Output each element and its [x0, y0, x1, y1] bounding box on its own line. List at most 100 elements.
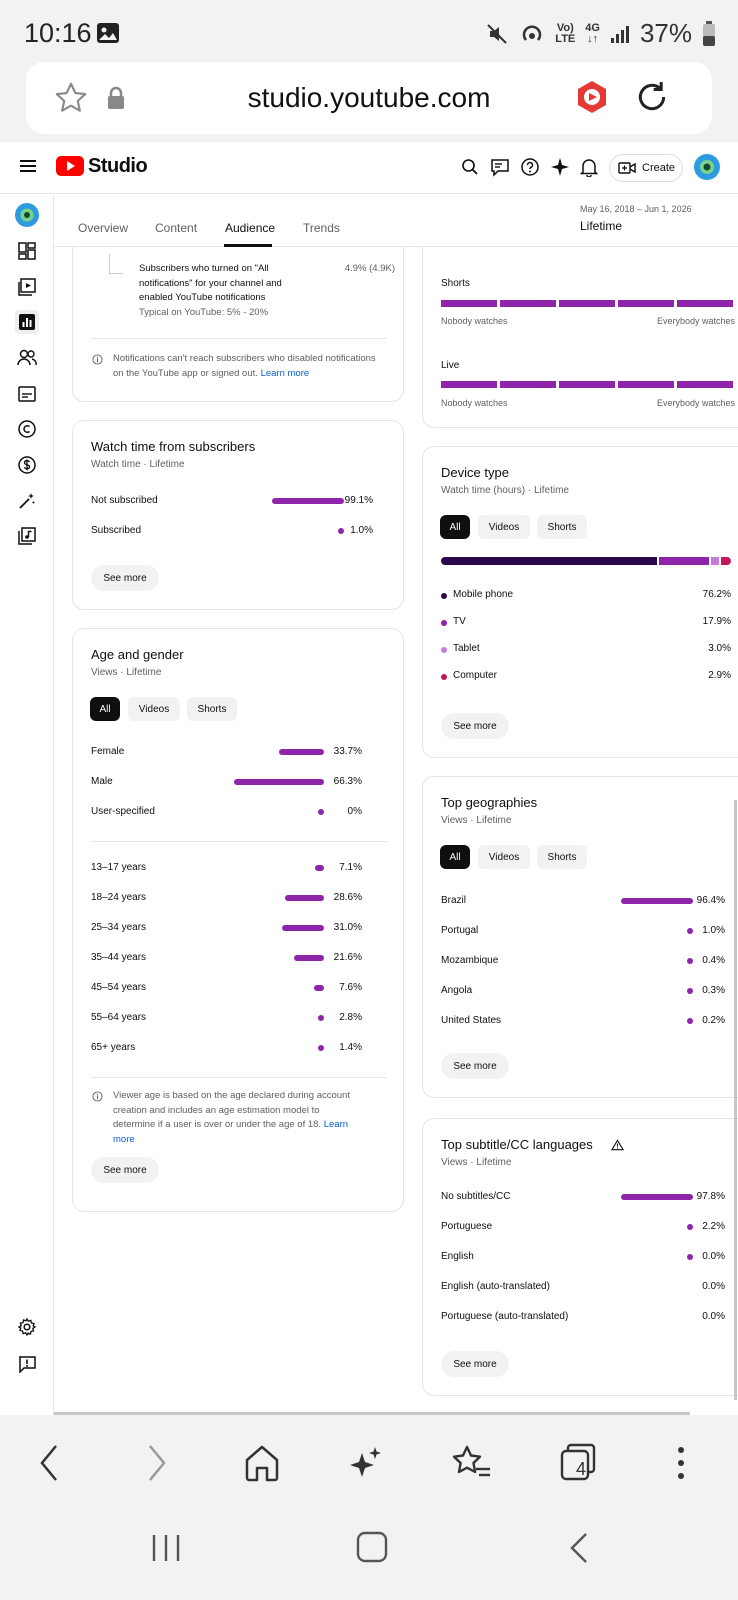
address-bar[interactable]: studio.youtube.com — [26, 62, 712, 134]
date-range-text[interactable]: May 16, 2018 – Jun 1, 2026 — [580, 204, 692, 214]
studio-logo-text[interactable]: Studio — [88, 155, 148, 177]
see-more-button[interactable]: See more — [91, 1157, 159, 1183]
search-icon[interactable] — [461, 158, 479, 176]
settings-icon[interactable] — [15, 1315, 39, 1339]
age-value: 2.8% — [339, 1012, 362, 1023]
url-text[interactable]: studio.youtube.com — [247, 82, 491, 113]
see-more-button[interactable]: See more — [441, 1351, 509, 1377]
age-learn-more-link[interactable]: Learn — [323, 1119, 349, 1130]
filter-chip-videos[interactable]: Videos — [478, 515, 530, 539]
sidebar-channel-avatar[interactable] — [15, 203, 39, 227]
engagement-card: Shorts Nobody watches Everybody watches … — [422, 232, 738, 428]
scale-min-label: Nobody watches — [441, 316, 508, 326]
monetization-icon[interactable] — [15, 453, 39, 477]
ai-sparkle-icon[interactable] — [348, 1445, 384, 1481]
channel-avatar[interactable] — [694, 154, 720, 180]
youtube-logo-icon[interactable] — [56, 156, 84, 176]
card-subtitle: Watch time (hours) · Lifetime — [441, 485, 569, 496]
vertical-scrollbar[interactable] — [734, 800, 737, 1400]
device-label: Tablet — [453, 643, 480, 654]
notifications-bell-icon[interactable] — [580, 157, 598, 177]
analytics-icon[interactable] — [15, 310, 39, 334]
gender-bar-user-specified — [318, 809, 324, 815]
bookmark-star-icon[interactable] — [52, 80, 90, 116]
filter-chip-all[interactable]: All — [90, 697, 120, 721]
filter-chip-shorts[interactable]: Shorts — [537, 845, 587, 869]
create-button[interactable]: Create — [609, 154, 683, 182]
send-feedback-icon[interactable] — [15, 1352, 39, 1376]
row-label: Subscribed — [91, 525, 142, 536]
help-icon[interactable] — [520, 157, 540, 177]
subtitles-icon[interactable] — [15, 382, 39, 406]
system-back-icon[interactable] — [568, 1531, 590, 1565]
tab-audience[interactable]: Audience — [225, 221, 276, 235]
card-subtitle: Views · Lifetime — [91, 667, 162, 678]
language-label: Portuguese — [441, 1221, 493, 1232]
youtube-studio-app-icon[interactable] — [576, 80, 608, 114]
more-menu-icon[interactable] — [677, 1445, 685, 1481]
notifications-learn-more-link[interactable]: Learn more — [260, 367, 310, 379]
filter-chip-all[interactable]: All — [440, 845, 470, 869]
geo-bar — [621, 898, 693, 904]
see-more-button[interactable]: See more — [441, 1053, 509, 1079]
audio-library-icon[interactable] — [15, 524, 39, 548]
geo-bar — [687, 958, 693, 964]
language-bar — [687, 1224, 693, 1230]
filter-chip-shorts[interactable]: Shorts — [187, 697, 237, 721]
battery-icon — [702, 20, 716, 47]
filter-chip-videos[interactable]: Videos — [478, 845, 530, 869]
tab-trends[interactable]: Trends — [303, 221, 340, 235]
notifications-note: Notifications can't reach subscribers wh… — [113, 353, 376, 379]
age-bar — [315, 865, 324, 871]
home-button-icon[interactable] — [356, 1531, 388, 1563]
filter-chip-shorts[interactable]: Shorts — [537, 515, 587, 539]
bookmarks-icon[interactable] — [452, 1445, 492, 1481]
reload-icon[interactable] — [632, 76, 672, 118]
legend-dot-mobile — [441, 593, 447, 599]
legend-dot-tv — [441, 620, 447, 626]
back-arrow-icon[interactable] — [36, 1443, 62, 1483]
card-title: Device type — [441, 465, 509, 480]
age-bar — [294, 955, 324, 961]
warning-icon[interactable] — [611, 1139, 624, 1151]
divider — [91, 338, 387, 339]
age-label: 65+ years — [91, 1042, 136, 1053]
device-label: Mobile phone — [453, 589, 514, 600]
device-type-card: Device type Watch time (hours) · Lifetim… — [422, 446, 738, 758]
home-icon[interactable] — [244, 1444, 280, 1482]
see-more-button[interactable]: See more — [441, 713, 509, 739]
see-more-button[interactable]: See more — [91, 565, 159, 591]
date-range-label[interactable]: Lifetime — [580, 219, 623, 233]
recent-apps-icon[interactable] — [150, 1533, 182, 1563]
tab-overview[interactable]: Overview — [78, 221, 129, 235]
customization-magic-icon[interactable] — [15, 489, 39, 513]
comments-icon[interactable] — [490, 157, 510, 177]
legend-dot-computer — [441, 674, 447, 680]
card-title: Age and gender — [91, 647, 184, 662]
dashboard-icon[interactable] — [15, 239, 39, 263]
filter-chip-all[interactable]: All — [440, 515, 470, 539]
copyright-icon[interactable] — [15, 417, 39, 441]
status-bar: 10:16 Vo) LTE 4G ↓↑ 37% — [0, 0, 738, 62]
geo-value: 1.0% — [702, 925, 725, 936]
card-title: Top geographies — [441, 795, 538, 810]
content-icon[interactable] — [15, 275, 39, 299]
gender-value: 66.3% — [333, 776, 362, 787]
menu-icon[interactable] — [20, 159, 36, 173]
studio-header: Studio Create — [0, 142, 738, 194]
gender-label: Male — [91, 776, 113, 787]
sparkle-icon[interactable] — [550, 157, 570, 177]
age-value: 21.6% — [333, 952, 362, 963]
tab-content[interactable]: Content — [155, 221, 198, 235]
age-bar — [285, 895, 324, 901]
community-icon[interactable] — [15, 346, 39, 370]
tabs-count: 4 — [575, 1459, 586, 1479]
horizontal-scrollbar[interactable] — [54, 1412, 690, 1415]
system-navigation-bar — [0, 1513, 738, 1600]
filter-chip-videos[interactable]: Videos — [128, 697, 180, 721]
age-value: 1.4% — [339, 1042, 362, 1053]
language-value: 0.0% — [702, 1311, 725, 1322]
forward-arrow-icon[interactable] — [144, 1443, 170, 1483]
row-value: 1.0% — [350, 525, 373, 536]
tabs-switcher-icon[interactable] — [560, 1443, 596, 1481]
